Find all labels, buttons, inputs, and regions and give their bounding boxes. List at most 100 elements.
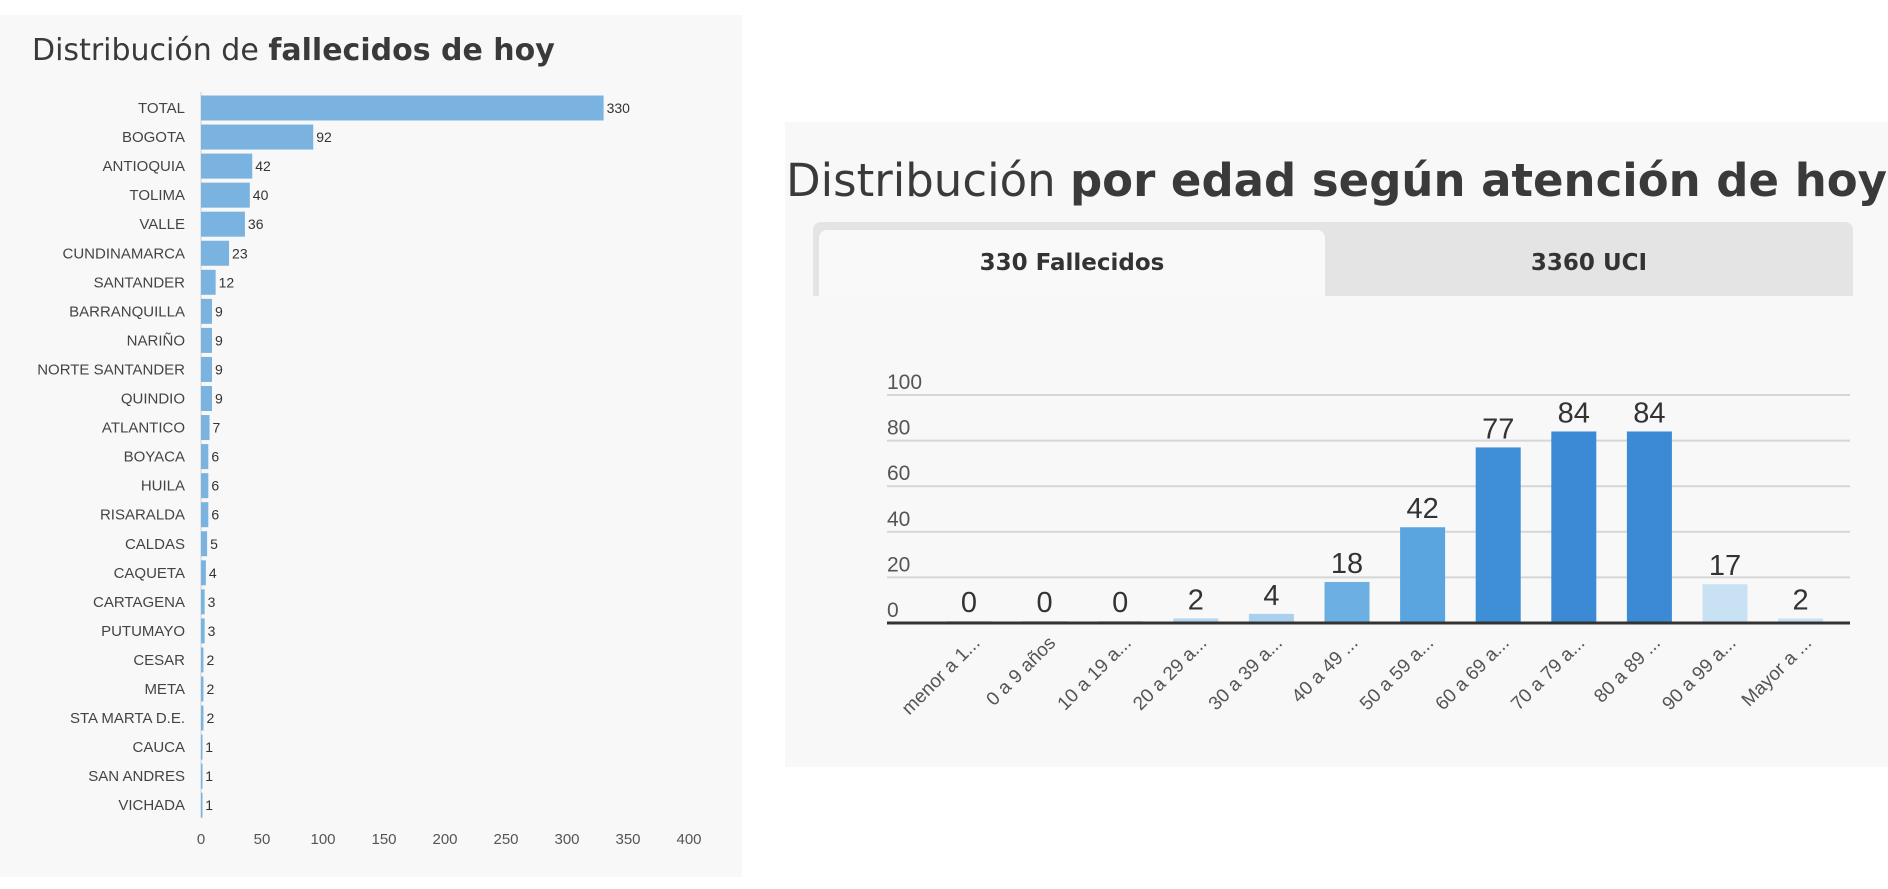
deaths-bar: [201, 531, 208, 557]
deaths-category-label: CAUCA: [132, 739, 185, 756]
tab-uci[interactable]: 3360 UCI: [1530, 250, 1648, 276]
deaths-value-label: 2: [206, 681, 214, 697]
age-category-label: 90 a 99 a...: [1658, 633, 1740, 715]
deaths-value-label: 40: [253, 187, 269, 203]
age-value-label: 0: [1037, 587, 1053, 619]
deaths-x-tick-label: 100: [310, 831, 335, 848]
deaths-chart-title-bold: fallecidos de hoy: [268, 33, 555, 68]
deaths-value-label: 1: [205, 739, 213, 755]
deaths-value-label: 3: [208, 594, 216, 610]
age-value-label: 18: [1331, 548, 1363, 580]
deaths-bar: [201, 676, 204, 702]
age-y-tick-label: 40: [887, 508, 910, 531]
age-value-label: 77: [1482, 413, 1514, 445]
deaths-category-label: CUNDINAMARCA: [62, 245, 185, 262]
age-category-label: 50 a 59 a...: [1356, 633, 1438, 715]
deaths-bar: [201, 705, 204, 731]
deaths-category-label: TOTAL: [138, 100, 185, 117]
age-category-label: 60 a 69 a...: [1432, 633, 1514, 715]
chart-tab-bar: 330 Fallecidos 3360 UCI: [813, 222, 1853, 296]
age-bar: [1626, 431, 1672, 623]
deaths-value-label: 4: [209, 565, 217, 581]
deaths-category-label: BARRANQUILLA: [69, 303, 185, 320]
deaths-bar: [201, 211, 245, 237]
deaths-category-label: META: [144, 681, 185, 698]
deaths-category-label: PUTUMAYO: [101, 623, 185, 640]
deaths-value-label: 9: [215, 332, 223, 348]
age-bar: [1400, 527, 1446, 623]
tab-fallecidos[interactable]: 330 Fallecidos: [819, 230, 1325, 296]
age-bar: [1551, 431, 1597, 623]
deaths-category-label: STA MARTA D.E.: [70, 710, 185, 727]
deaths-bar: [201, 153, 253, 179]
deaths-value-label: 92: [316, 129, 332, 145]
deaths-bar: [201, 182, 250, 208]
age-category-label: menor a 1...: [898, 633, 985, 720]
deaths-bar: [201, 444, 209, 470]
age-category-label: 40 a 49 ...: [1288, 633, 1363, 708]
age-category-label: Mayor a ...: [1738, 633, 1816, 711]
deaths-category-label: CESAR: [133, 652, 185, 669]
deaths-category-label: NARIÑO: [127, 332, 185, 349]
deaths-bar: [201, 560, 206, 586]
age-bar: [1248, 613, 1294, 623]
age-y-tick-label: 0: [887, 599, 899, 622]
deaths-bar: [201, 415, 210, 441]
deaths-value-label: 23: [232, 245, 248, 261]
deaths-value-label: 5: [210, 536, 218, 552]
deaths-category-label: BOYACA: [124, 449, 185, 466]
deaths-bar: [201, 269, 216, 295]
deaths-x-tick-label: 200: [432, 831, 457, 848]
deaths-bar: [201, 327, 212, 353]
age-value-label: 42: [1406, 493, 1438, 525]
age-bar: [1702, 584, 1748, 623]
deaths-bar: [201, 473, 209, 499]
age-y-tick-label: 80: [887, 417, 910, 440]
deaths-value-label: 6: [211, 507, 219, 523]
age-category-label: 80 a 89 ...: [1590, 633, 1665, 708]
age-value-label: 17: [1709, 550, 1741, 582]
age-value-label: 2: [1188, 584, 1204, 616]
deaths-bar: [201, 386, 212, 411]
deaths-x-tick-label: 350: [615, 831, 640, 848]
deaths-category-label: NORTE SANTANDER: [37, 361, 185, 378]
deaths-value-label: 2: [206, 652, 214, 668]
age-bar: [1173, 618, 1219, 623]
age-y-tick-label: 20: [887, 553, 910, 576]
age-chart-title-regular: Distribución: [786, 154, 1070, 207]
deaths-category-label: HUILA: [141, 478, 185, 495]
deaths-bar: [201, 589, 205, 615]
deaths-value-label: 9: [215, 361, 223, 377]
age-distribution-panel: Distribución por edad según atención de …: [785, 122, 1888, 767]
deaths-bar: [201, 502, 209, 528]
deaths-value-label: 7: [213, 420, 221, 436]
deaths-category-label: CAQUETA: [114, 565, 185, 582]
deaths-x-tick-label: 250: [493, 831, 518, 848]
age-category-label: 70 a 79 a...: [1507, 633, 1589, 715]
deaths-x-tick-label: 150: [371, 831, 396, 848]
deaths-category-label: ATLANTICO: [102, 420, 185, 437]
age-value-label: 0: [1112, 587, 1128, 619]
age-value-label: 0: [961, 587, 977, 619]
deaths-chart-title-regular: Distribución de: [32, 33, 269, 68]
deaths-bar: [201, 240, 230, 266]
deaths-value-label: 12: [219, 274, 235, 290]
deaths-bar: [201, 763, 203, 789]
deaths-value-label: 9: [215, 391, 223, 407]
age-category-label: 20 a 29 a...: [1129, 633, 1211, 715]
deaths-category-label: CALDAS: [125, 536, 185, 553]
deaths-bar: [201, 356, 212, 382]
age-category-label: 30 a 39 a...: [1205, 633, 1287, 715]
deaths-bar: [201, 618, 205, 644]
deaths-category-label: RISARALDA: [100, 507, 185, 524]
deaths-x-tick-label: 50: [254, 831, 271, 848]
deaths-chart-title: Distribución de fallecidos de hoy: [32, 33, 555, 68]
deaths-bar: [201, 124, 314, 150]
age-value-label: 84: [1558, 397, 1590, 429]
deaths-bar: [201, 647, 204, 673]
age-bar: [1778, 618, 1824, 623]
deaths-value-label: 9: [215, 303, 223, 319]
deaths-category-label: SANTANDER: [94, 274, 186, 291]
